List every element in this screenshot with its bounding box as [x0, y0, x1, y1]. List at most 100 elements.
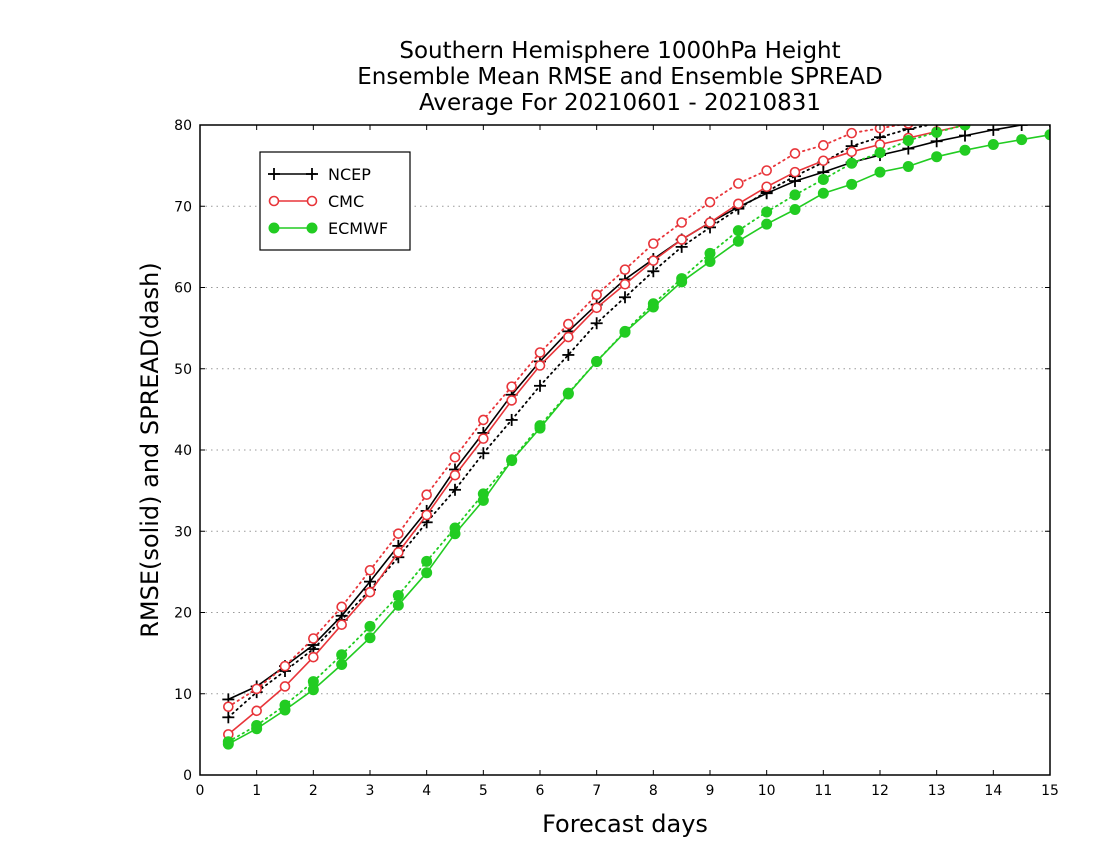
- y-tick-label-0: 0: [183, 768, 192, 784]
- series-ncep-rmse-point: [364, 575, 376, 588]
- legend-marker-ncep: [306, 168, 318, 180]
- series-ecmwf-rmse-point: [647, 301, 659, 313]
- y-tick-label-30: 30: [174, 524, 192, 540]
- y-tick-label-40: 40: [174, 443, 192, 459]
- series-ecmwf-spread-point: [874, 147, 886, 159]
- series-ecmwf-spread-point: [761, 206, 773, 218]
- legend-item-ecmwf: ECMWF: [268, 219, 388, 238]
- series-layer: [222, 99, 1056, 750]
- series-cmc-spread-point: [648, 238, 659, 249]
- series-ecmwf-rmse-point: [817, 187, 829, 199]
- series-ecmwf-rmse-point: [732, 235, 744, 247]
- series-cmc-spread-point: [336, 601, 347, 613]
- y-tick-label-10: 10: [174, 687, 192, 703]
- series-cmc-spread-point: [1017, 103, 1026, 112]
- series-cmc-spread-point: [761, 165, 772, 176]
- x-tick-label-4: 4: [422, 783, 431, 799]
- chart-title-line-2: Ensemble Mean RMSE and Ensemble SPREAD: [357, 64, 882, 90]
- series-cmc-spread-point: [393, 528, 404, 539]
- series-ecmwf-rmse-point: [619, 326, 631, 338]
- series-ecmwf-rmse-point: [307, 684, 319, 696]
- series-ncep-rmse-point: [1015, 125, 1028, 131]
- chart-title: Southern Hemisphere 1000hPa Height Ensem…: [357, 38, 882, 116]
- series-ncep-spread-line: [227, 125, 934, 719]
- series-cmc-rmse-point: [534, 360, 546, 371]
- series-cmc-rmse-point: [648, 255, 659, 266]
- series-ncep-spread-point: [449, 483, 461, 496]
- series-cmc-spread-point: [449, 452, 461, 463]
- x-tick-label-7: 7: [592, 783, 601, 799]
- series-cmc-spread-point: [251, 683, 262, 695]
- series-ecmwf-spread-point: [336, 649, 348, 661]
- y-tick-label-50: 50: [174, 362, 192, 378]
- series-cmc-spread-point: [961, 110, 970, 119]
- series-ncep-spread-point: [590, 317, 603, 330]
- series-cmc-rmse-point: [563, 331, 574, 343]
- series-cmc-rmse-point: [676, 234, 687, 245]
- series-ecmwf-rmse-point: [676, 276, 688, 288]
- series-cmc-rmse-point: [1046, 106, 1055, 115]
- x-tick-label-9: 9: [706, 783, 715, 799]
- series-ecmwf-rmse-point: [1044, 129, 1050, 141]
- x-tick-label-13: 13: [928, 783, 946, 799]
- series-ecmwf-rmse-point: [987, 139, 999, 150]
- x-tick-label-10: 10: [758, 783, 776, 799]
- series-cmc-rmse-point: [393, 547, 404, 558]
- series-ncep-spread-point: [959, 112, 971, 124]
- x-tick-label-2: 2: [309, 783, 318, 799]
- chart-title-line-1: Southern Hemisphere 1000hPa Height: [399, 38, 840, 64]
- series-ncep-spread-point: [222, 711, 235, 724]
- series-ecmwf-rmse-point: [251, 723, 263, 735]
- series-cmc-spread-point: [903, 125, 914, 129]
- series-ecmwf-spread-point: [732, 225, 744, 237]
- legend-label-ecmwf: ECMWF: [328, 219, 388, 238]
- series-cmc-spread-point: [421, 489, 432, 500]
- series-cmc-rmse-point: [478, 433, 489, 444]
- legend-label-cmc: CMC: [328, 192, 364, 211]
- series-ecmwf-rmse-point: [392, 599, 404, 611]
- series-cmc-rmse-point: [1017, 111, 1026, 120]
- series-cmc-rmse-point: [364, 586, 376, 598]
- legend: NCEP CMC ECMWF: [259, 151, 411, 251]
- series-cmc-spread-point: [478, 414, 489, 426]
- series-cmc-rmse-point: [308, 651, 319, 663]
- series-ncep-spread-point: [562, 348, 575, 361]
- y-tick-label-20: 20: [174, 606, 192, 622]
- x-tick-label-14: 14: [984, 783, 1002, 799]
- series-ncep-rmse-line: [227, 125, 1028, 701]
- y-tick-label-70: 70: [174, 199, 192, 215]
- x-axis-label: Forecast days: [542, 810, 708, 838]
- legend-marker-ecmwf: [268, 222, 280, 234]
- series-cmc-spread-point: [989, 106, 998, 115]
- series-clip-group: [222, 99, 1056, 750]
- series-ecmwf-rmse-point: [761, 218, 773, 230]
- series-cmc-spread-point: [506, 381, 517, 392]
- series-cmc-spread-point: [308, 633, 319, 644]
- legend-marker-ncep: [268, 168, 280, 180]
- x-tick-label-8: 8: [649, 783, 658, 799]
- legend-item-cmc: CMC: [268, 192, 364, 211]
- series-cmc-spread-point: [223, 701, 234, 713]
- series-ecmwf-rmse-point: [1016, 134, 1028, 146]
- x-tick-label-11: 11: [814, 783, 832, 799]
- series-ecmwf-rmse-point: [846, 178, 858, 190]
- series-ecmwf-rmse-point: [336, 659, 348, 670]
- x-tick-label-5: 5: [479, 783, 488, 799]
- series-cmc-rmse-point: [846, 146, 857, 158]
- series-ncep-spread-point: [534, 379, 546, 392]
- series-cmc-spread-point: [364, 564, 376, 576]
- series-cmc-rmse-point: [336, 619, 347, 630]
- series-ecmwf-spread-point: [392, 589, 404, 601]
- series-cmc-spread-point: [563, 318, 574, 330]
- series-ncep-spread-point: [1044, 99, 1056, 111]
- series-ecmwf-rmse-point: [534, 422, 546, 434]
- series-cmc-rmse-point: [704, 217, 716, 228]
- series-ecmwf-rmse-point: [591, 355, 603, 367]
- series-cmc-spread-point: [932, 114, 941, 123]
- x-tick-label-1: 1: [252, 783, 261, 799]
- series-cmc-spread-point: [846, 127, 857, 139]
- series-cmc-spread-point: [534, 347, 546, 358]
- series-ncep-spread-point: [647, 265, 660, 278]
- series-ecmwf-spread-point: [364, 620, 376, 632]
